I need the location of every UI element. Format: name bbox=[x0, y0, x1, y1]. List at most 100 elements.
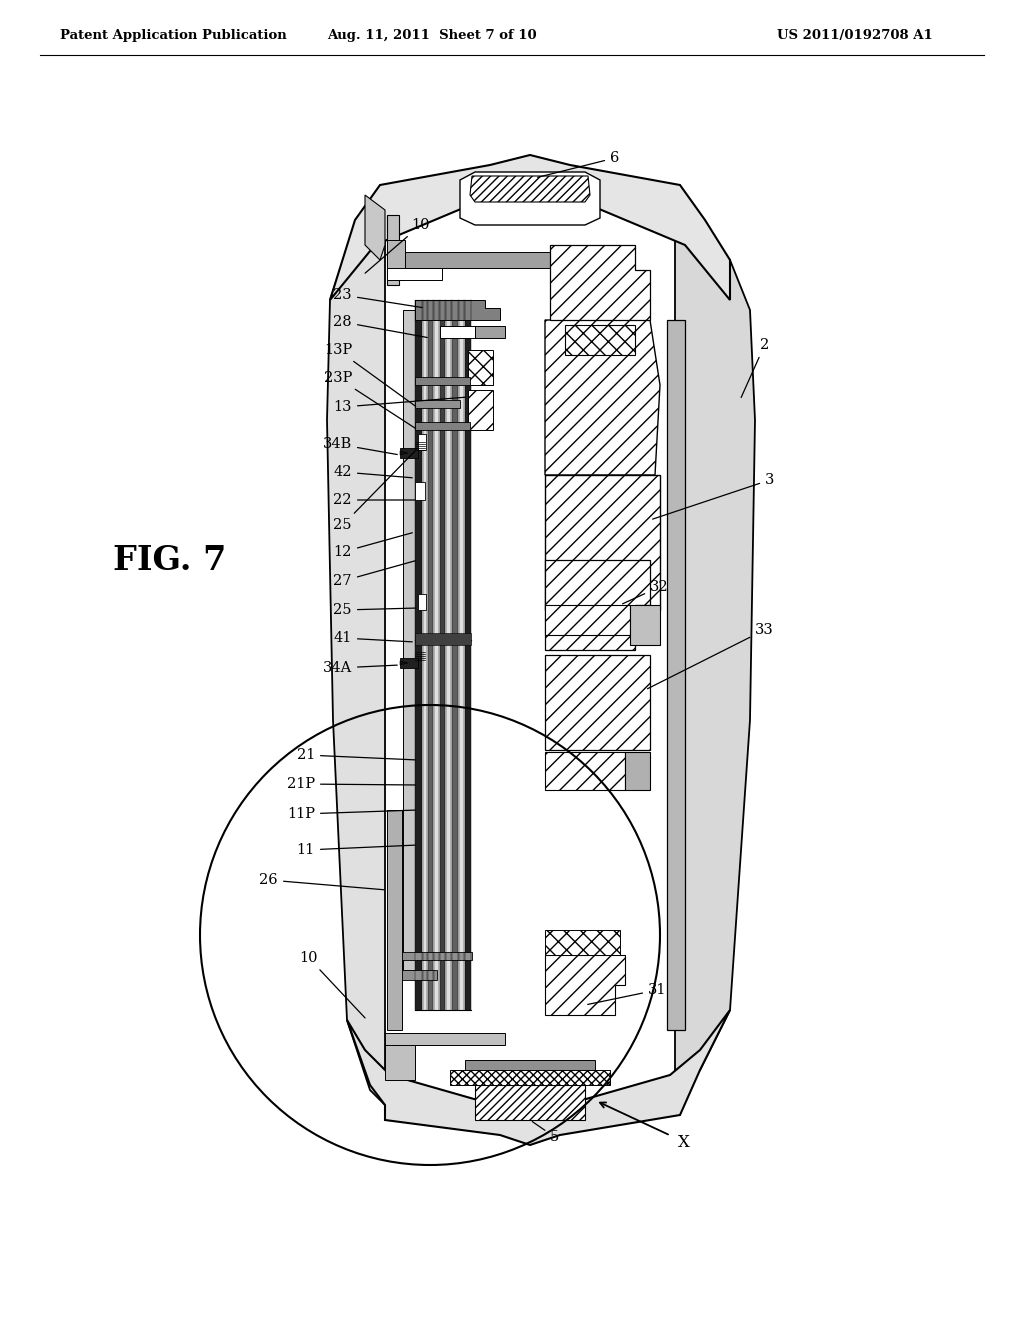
Bar bbox=[465, 1060, 595, 1071]
Bar bbox=[415, 634, 471, 645]
Bar bbox=[400, 657, 418, 668]
Polygon shape bbox=[475, 1085, 585, 1119]
Text: 13P: 13P bbox=[324, 343, 416, 407]
Text: 13: 13 bbox=[334, 397, 465, 414]
Polygon shape bbox=[545, 475, 660, 610]
Bar bbox=[475, 326, 505, 338]
Text: 11P: 11P bbox=[287, 807, 415, 821]
Bar bbox=[423, 300, 427, 640]
Polygon shape bbox=[545, 560, 650, 630]
Text: 3: 3 bbox=[652, 473, 774, 519]
Polygon shape bbox=[327, 210, 385, 1105]
Bar bbox=[459, 640, 464, 1010]
Text: 6: 6 bbox=[538, 150, 620, 177]
Bar bbox=[440, 640, 445, 1010]
Polygon shape bbox=[347, 1010, 730, 1144]
Bar bbox=[418, 434, 426, 450]
Text: 34A: 34A bbox=[323, 661, 397, 675]
Polygon shape bbox=[400, 451, 408, 455]
Bar bbox=[415, 300, 422, 640]
Bar bbox=[434, 300, 439, 640]
Polygon shape bbox=[545, 319, 660, 475]
Bar bbox=[410, 310, 590, 970]
Polygon shape bbox=[330, 154, 730, 300]
Bar bbox=[387, 810, 402, 1030]
Polygon shape bbox=[365, 195, 385, 260]
Polygon shape bbox=[406, 252, 560, 268]
Bar bbox=[428, 300, 433, 640]
Text: 5: 5 bbox=[532, 1122, 559, 1144]
Polygon shape bbox=[460, 172, 600, 224]
Bar bbox=[415, 422, 470, 430]
Text: 25: 25 bbox=[334, 450, 416, 532]
Bar bbox=[545, 931, 620, 954]
Polygon shape bbox=[470, 176, 590, 202]
Bar bbox=[450, 1071, 610, 1085]
Text: Patent Application Publication: Patent Application Publication bbox=[60, 29, 287, 41]
Text: 12: 12 bbox=[334, 533, 413, 558]
Bar bbox=[402, 970, 437, 979]
Bar bbox=[415, 400, 460, 408]
Bar bbox=[418, 594, 426, 610]
Bar bbox=[428, 640, 433, 1010]
Bar bbox=[387, 240, 406, 280]
Text: 33: 33 bbox=[647, 623, 774, 689]
Text: 10: 10 bbox=[299, 950, 366, 1018]
Polygon shape bbox=[550, 246, 650, 319]
Text: 23: 23 bbox=[334, 288, 422, 308]
Text: 41: 41 bbox=[334, 631, 413, 645]
Bar bbox=[545, 605, 630, 635]
Bar bbox=[465, 300, 471, 640]
Bar bbox=[385, 1045, 415, 1080]
Text: 27: 27 bbox=[334, 561, 416, 587]
Polygon shape bbox=[400, 661, 408, 665]
Bar bbox=[434, 640, 439, 1010]
Text: 2: 2 bbox=[741, 338, 769, 397]
Text: 32: 32 bbox=[623, 579, 669, 603]
Text: 34B: 34B bbox=[323, 437, 397, 454]
Bar bbox=[415, 430, 470, 671]
Bar bbox=[387, 215, 399, 285]
Bar bbox=[385, 1034, 505, 1045]
Text: 21: 21 bbox=[297, 748, 415, 762]
Polygon shape bbox=[545, 655, 650, 750]
Bar bbox=[468, 350, 493, 385]
Text: Aug. 11, 2011  Sheet 7 of 10: Aug. 11, 2011 Sheet 7 of 10 bbox=[328, 29, 537, 41]
Text: 10: 10 bbox=[366, 218, 430, 273]
Bar bbox=[440, 326, 475, 338]
Bar bbox=[459, 300, 464, 640]
Bar bbox=[423, 640, 427, 1010]
Polygon shape bbox=[545, 954, 625, 1015]
Bar bbox=[630, 605, 660, 645]
Bar bbox=[446, 640, 451, 1010]
Bar bbox=[468, 389, 493, 430]
Bar bbox=[452, 300, 458, 640]
Text: 28: 28 bbox=[334, 315, 427, 338]
Text: 31: 31 bbox=[588, 983, 667, 1005]
Bar bbox=[446, 300, 451, 640]
Polygon shape bbox=[675, 210, 755, 1096]
Text: 21P: 21P bbox=[287, 777, 415, 791]
Bar bbox=[415, 378, 470, 385]
Bar bbox=[402, 952, 472, 960]
Text: 26: 26 bbox=[259, 873, 384, 890]
Bar bbox=[667, 319, 685, 1030]
Text: 22: 22 bbox=[334, 492, 415, 507]
Bar bbox=[415, 640, 422, 1010]
Bar bbox=[387, 268, 442, 280]
Polygon shape bbox=[415, 300, 500, 319]
Bar bbox=[452, 640, 458, 1010]
Text: 42: 42 bbox=[334, 465, 413, 479]
Text: 11: 11 bbox=[297, 843, 415, 857]
Bar bbox=[625, 752, 650, 789]
Bar bbox=[440, 300, 445, 640]
Text: 25: 25 bbox=[334, 603, 415, 616]
Polygon shape bbox=[545, 560, 650, 649]
Bar bbox=[545, 752, 625, 789]
Bar bbox=[403, 310, 415, 970]
Text: US 2011/0192708 A1: US 2011/0192708 A1 bbox=[777, 29, 933, 41]
Text: 23P: 23P bbox=[324, 371, 416, 429]
Text: FIG. 7: FIG. 7 bbox=[114, 544, 226, 577]
Text: X: X bbox=[678, 1134, 689, 1151]
Bar bbox=[565, 325, 635, 355]
